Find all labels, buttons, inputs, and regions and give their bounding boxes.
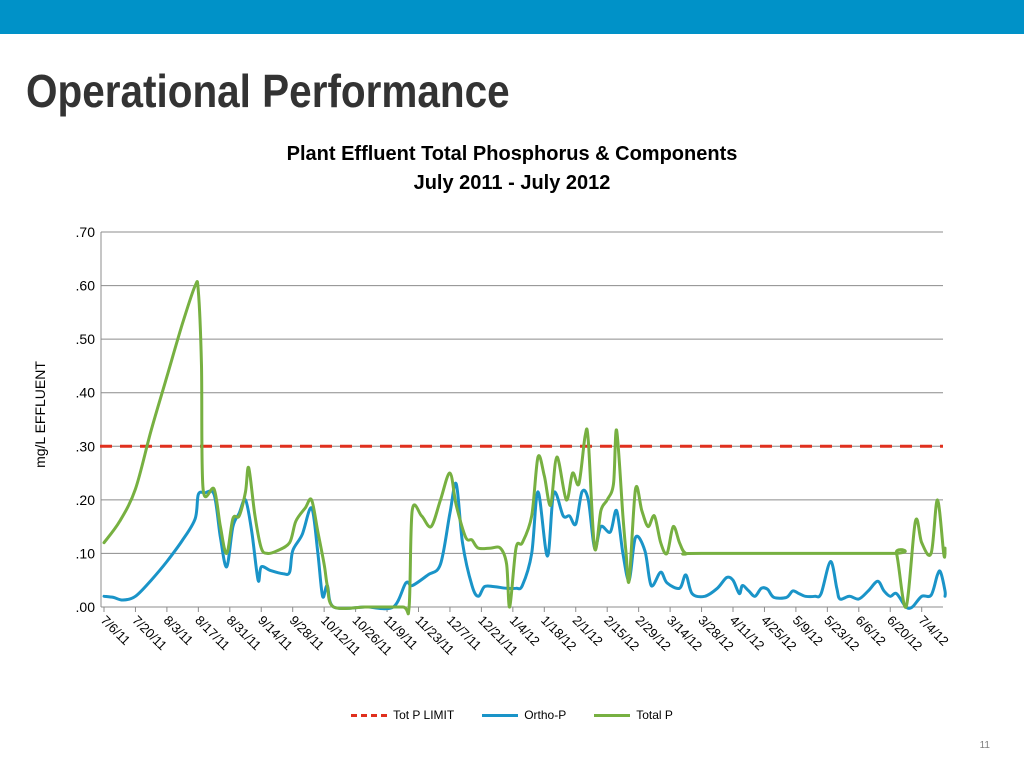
legend-item-limit: Tot P LIMIT xyxy=(351,708,454,722)
y-tick-label: .10 xyxy=(76,545,96,561)
ortho-p-line xyxy=(102,481,947,611)
x-tick-label: 8/17/11 xyxy=(192,613,233,654)
y-tick-label: .40 xyxy=(76,385,96,401)
total-p-line xyxy=(102,280,947,616)
x-tick-label: 4/11/12 xyxy=(727,613,768,654)
legend-swatch-ortho-p xyxy=(482,713,519,717)
legend-item-ortho-p: Ortho-P xyxy=(482,708,566,722)
x-tick-label: 8/31/11 xyxy=(224,613,265,654)
legend-label-total-p: Total P xyxy=(636,708,673,722)
y-tick-label: .70 xyxy=(76,224,96,240)
y-axis-title: mg/L EFFLUENT xyxy=(32,361,48,468)
chart-legend: Tot P LIMIT Ortho-P Total P xyxy=(0,708,1024,722)
chart-title: Plant Effluent Total Phosphorus & Compon… xyxy=(286,143,738,165)
y-tick-label: .50 xyxy=(76,331,96,347)
top-accent-bar xyxy=(0,0,1024,34)
legend-swatch-total-p xyxy=(594,713,631,717)
legend-label-limit: Tot P LIMIT xyxy=(393,708,455,722)
y-tick-label: .00 xyxy=(76,599,96,615)
y-tick-label: .20 xyxy=(76,492,96,508)
chart-subtitle: July 2011 - July 2012 xyxy=(413,172,611,194)
y-tick-label: .60 xyxy=(76,278,96,294)
x-tick-label: 7/20/11 xyxy=(129,613,170,654)
legend-label-ortho-p: Ortho-P xyxy=(524,708,567,722)
page-number: 11 xyxy=(979,740,990,751)
x-tick-label: 9/14/11 xyxy=(255,613,296,654)
x-tick-label: 7/6/11 xyxy=(98,613,133,648)
x-tick-label: 9/28/11 xyxy=(287,613,328,654)
legend-swatch-limit xyxy=(351,713,388,717)
slide-title: Operational Performance xyxy=(26,65,510,117)
y-tick-label: .30 xyxy=(76,438,96,454)
legend-item-total-p: Total P xyxy=(594,708,673,722)
